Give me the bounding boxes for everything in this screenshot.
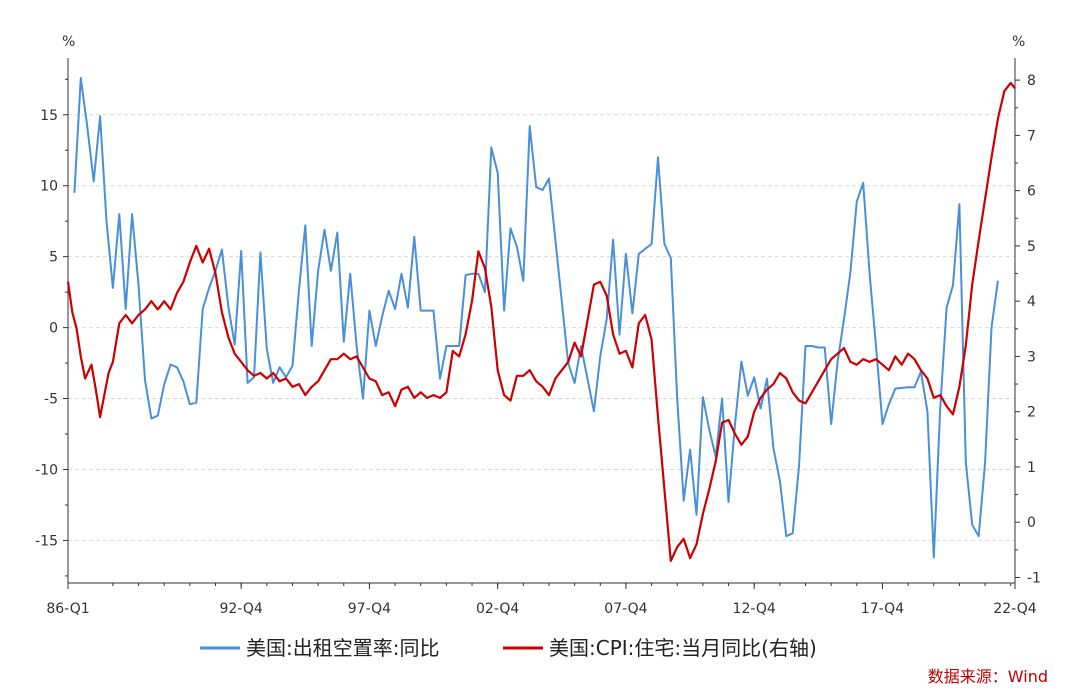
series-line-rental-vacancy — [73, 76, 999, 559]
right-axis-unit: % — [1012, 34, 1025, 50]
x-tick-label: 17-Q4 — [861, 601, 904, 617]
right-tick-label: 4 — [1027, 294, 1036, 310]
x-tick-label: 97-Q4 — [348, 601, 391, 617]
series-layer — [66, 76, 1016, 563]
left-tick-label: -15 — [35, 533, 58, 549]
legend: 美国:出租空置率:同比 美国:CPI:住宅:当月同比(右轴) — [200, 636, 817, 660]
left-tick-label: 0 — [49, 321, 58, 337]
x-tick-label: 12-Q4 — [733, 601, 776, 617]
source-note: 数据来源：Wind — [928, 667, 1048, 686]
left-tick-label: 15 — [40, 108, 58, 124]
right-tick-label: -1 — [1027, 570, 1041, 586]
x-tick-label: 02-Q4 — [476, 601, 519, 617]
right-tick-label: 1 — [1027, 460, 1036, 476]
x-tick-label: 92-Q4 — [219, 601, 262, 617]
left-tick-label: 10 — [40, 179, 58, 195]
left-tick-label: -5 — [44, 392, 58, 408]
left-axis-ticks: 15 10 5 0 -5 -10 -15 — [35, 78, 68, 577]
legend-label-vacancy: 美国:出租空置率:同比 — [246, 636, 439, 660]
right-tick-label: 0 — [1027, 515, 1036, 531]
x-tick-label: 22-Q4 — [993, 601, 1036, 617]
gridlines — [68, 114, 1015, 541]
right-tick-label: 8 — [1027, 73, 1036, 89]
left-tick-label: 5 — [49, 250, 58, 266]
right-tick-label: 2 — [1027, 405, 1036, 421]
right-tick-label: 3 — [1027, 349, 1036, 365]
left-tick-label: -10 — [35, 462, 58, 478]
x-tick-label: 86-Q1 — [46, 601, 89, 617]
right-tick-label: 6 — [1027, 184, 1036, 200]
x-axis-ticks: 86-Q1 92-Q4 97-Q4 02-Q4 07-Q4 12-Q4 17-Q4 22-Q4 — [46, 583, 1037, 617]
legend-label-cpi: 美国:CPI:住宅:当月同比(右轴) — [549, 636, 817, 660]
left-axis-unit: % — [62, 34, 75, 50]
x-tick-label: 07-Q4 — [604, 601, 647, 617]
right-tick-label: 7 — [1027, 128, 1036, 144]
right-axis-ticks: 8 7 6 5 4 3 2 1 0 -1 — [1015, 73, 1041, 586]
series-line-cpi-housing — [66, 81, 1016, 563]
right-tick-label: 5 — [1027, 239, 1036, 255]
